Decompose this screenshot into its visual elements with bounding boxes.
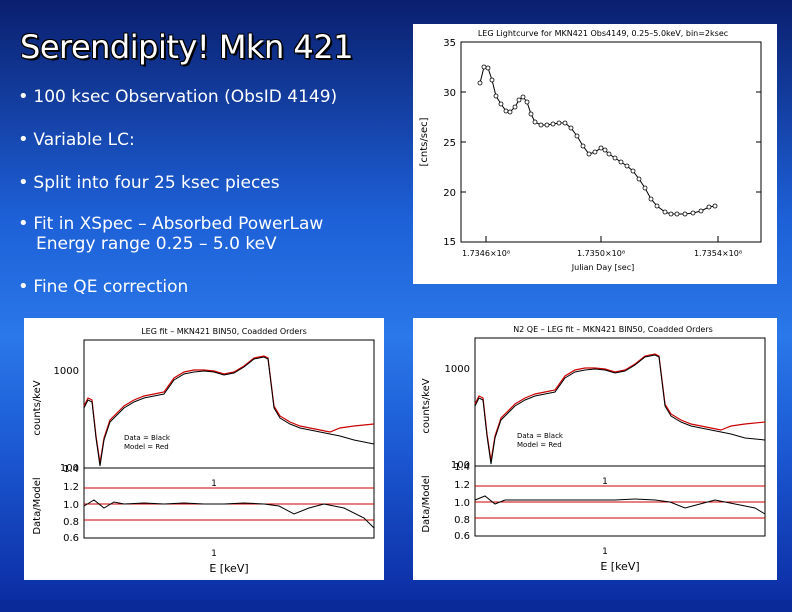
bullet-text: Energy range 0.25 – 5.0 keV xyxy=(36,234,277,254)
spec2-title: N2 QE – LEG fit – MKN421 BIN50, Coadded … xyxy=(513,325,713,334)
bullet-energy-range: Energy range 0.25 – 5.0 keV xyxy=(36,234,277,254)
spec1-legend-model: Model = Red xyxy=(124,443,169,451)
lc-xtick-1: 1.7346×10⁸ xyxy=(462,249,510,258)
spec1-btick-12: 1.2 xyxy=(63,482,79,493)
spectrum-plot-2: N2 QE – LEG fit – MKN421 BIN50, Coadded … xyxy=(421,325,766,573)
bullet-variable-lc: • Variable LC: xyxy=(18,129,135,150)
spec2-btick-06: 0.6 xyxy=(454,531,470,542)
spec1-tick-1000: 1000 xyxy=(54,366,79,377)
slide-bottom-bar xyxy=(0,600,792,612)
spec2-tick-100: 100 xyxy=(451,460,470,471)
spec2-btick-12: 1.2 xyxy=(454,480,470,491)
spec2-bottom-frame xyxy=(474,465,766,537)
lightcurve-title: LEG Lightcurve for MKN421 Obs4149, 0.25–… xyxy=(478,29,728,38)
spec2-legend-model: Model = Red xyxy=(517,441,562,449)
bullet-text: Variable LC: xyxy=(33,130,135,150)
spectrum-panel-1: LEG fit – MKN421 BIN50, Coadded Orders 1… xyxy=(24,318,384,580)
lc-ytick-20: 20 xyxy=(443,188,456,199)
spec1-model-line xyxy=(83,355,375,464)
lc-xtick-2: 1.7350×10⁸ xyxy=(577,249,625,258)
spec1-ylabel-bottom: Data/Model xyxy=(32,477,43,534)
lightcurve-panel: LEG Lightcurve for MKN421 Obs4149, 0.25–… xyxy=(413,24,777,284)
spec2-ylabel-bottom: Data/Model xyxy=(421,475,432,532)
lc-ylabel: [cnts/sec] xyxy=(419,117,430,166)
spec1-ylabel-top: counts/keV xyxy=(32,380,43,435)
spec2-btick-10: 1.0 xyxy=(454,498,470,509)
spec1-ratio-data xyxy=(83,499,375,529)
spec2-legend-data: Data = Black xyxy=(517,432,564,440)
spec1-btick-14: 1.4 xyxy=(63,464,79,475)
spec2-ratio-data xyxy=(474,495,766,515)
spectrum-plot-1: LEG fit – MKN421 BIN50, Coadded Orders 1… xyxy=(32,327,375,575)
spec2-btick-14: 1.4 xyxy=(454,462,470,473)
bullet-qe: • Fine QE correction xyxy=(18,276,189,297)
bullet-text: Split into four 25 ksec pieces xyxy=(33,173,280,193)
spec1-btick-08: 0.8 xyxy=(63,517,79,528)
lightcurve-frame xyxy=(460,41,762,243)
spec2-tick-1000: 1000 xyxy=(445,364,470,375)
lightcurve-plot: LEG Lightcurve for MKN421 Obs4149, 0.25–… xyxy=(419,29,762,272)
slide-title: Serendipity! Mkn 421 xyxy=(20,28,353,66)
spec2-x-1: 1 xyxy=(602,547,608,557)
bullet-text: Fit in XSpec – Absorbed PowerLaw xyxy=(33,214,324,234)
lc-curve xyxy=(479,66,716,215)
bullet-split: • Split into four 25 ksec pieces xyxy=(18,172,280,193)
bullet-xspec: • Fit in XSpec – Absorbed PowerLaw xyxy=(18,213,324,234)
lc-xlabel: Julian Day [sec] xyxy=(571,263,634,272)
bullet-text: 100 ksec Observation (ObsID 4149) xyxy=(33,87,338,107)
spec2-xlabel: E [keV] xyxy=(600,560,639,573)
spec2-data-line xyxy=(474,354,766,465)
spec1-title: LEG fit – MKN421 BIN50, Coadded Orders xyxy=(141,327,307,336)
spec2-ylabel-top: counts/keV xyxy=(421,378,432,433)
spec1-data-line xyxy=(83,356,375,467)
spec1-xlabel: E [keV] xyxy=(209,562,248,575)
spec2-mid-label: 1 xyxy=(602,477,608,487)
lc-ytick-30: 30 xyxy=(443,88,456,99)
lc-ytick-25: 25 xyxy=(443,138,456,149)
spec1-btick-10: 1.0 xyxy=(63,500,79,511)
spec1-tick-100: 100 xyxy=(60,463,79,474)
lc-ytick-35: 35 xyxy=(443,38,456,49)
bullet-observation: • 100 ksec Observation (ObsID 4149) xyxy=(18,86,338,107)
spec2-btick-08: 0.8 xyxy=(454,515,470,526)
spectrum-panel-2: N2 QE – LEG fit – MKN421 BIN50, Coadded … xyxy=(413,318,777,580)
spec1-x-1: 1 xyxy=(211,549,217,559)
lc-ytick-15: 15 xyxy=(443,237,456,248)
lc-xtick-3: 1.7354×10⁸ xyxy=(694,249,742,258)
spec2-model-line xyxy=(474,353,766,462)
spec1-mid-label: 1 xyxy=(211,479,217,489)
spec1-legend-data: Data = Black xyxy=(124,434,171,442)
spec1-btick-06: 0.6 xyxy=(63,533,79,544)
spec1-bottom-frame xyxy=(83,467,375,539)
bullet-text: Fine QE correction xyxy=(33,277,189,297)
